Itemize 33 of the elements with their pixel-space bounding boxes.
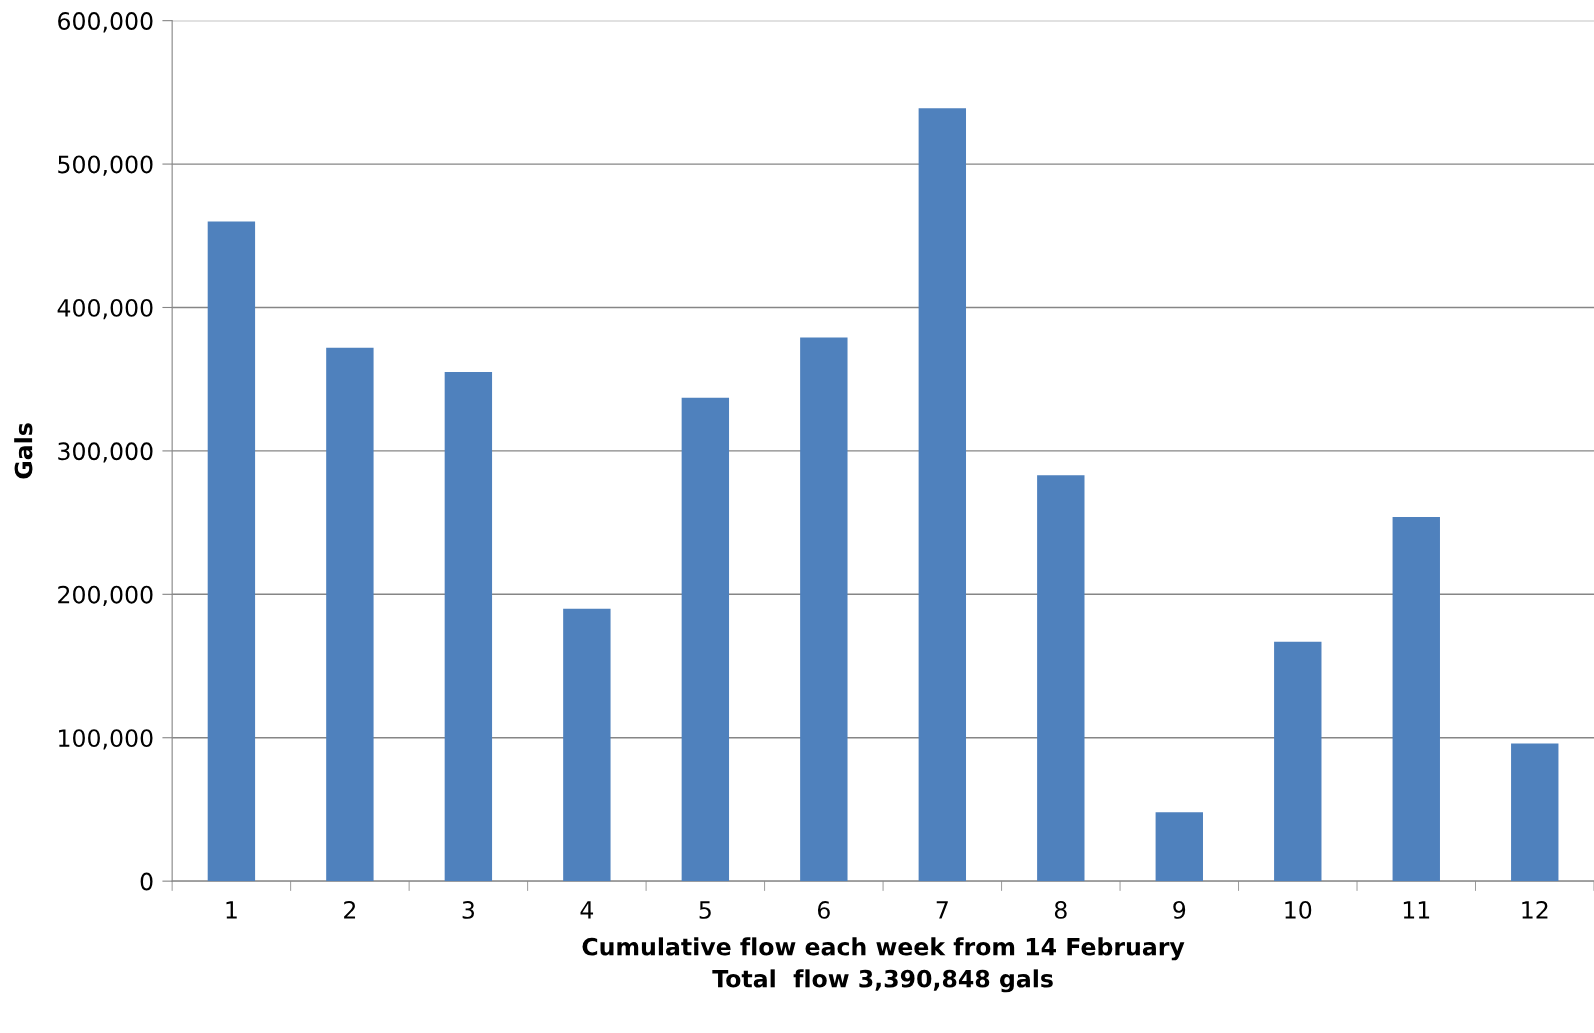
x-tick-label: 5 — [699, 901, 711, 919]
x-axis-title: Cumulative flow each week from 14 February Total flow 3,390,848 gals — [582, 937, 1185, 993]
y-tick-label: 300,000 — [58, 442, 153, 463]
bar — [207, 221, 256, 882]
y-tick-label: 100,000 — [59, 729, 153, 750]
x-tick-label: 1 — [226, 901, 237, 919]
bar — [1392, 516, 1440, 882]
bar — [563, 608, 611, 882]
bar — [444, 372, 493, 882]
x-tick-label: 4 — [580, 901, 594, 919]
y-axis-title: Gals — [14, 423, 33, 479]
bar — [1274, 641, 1322, 882]
x-tick-label: 6 — [817, 901, 830, 919]
x-tick-label: 12 — [1522, 901, 1548, 919]
x-tick-label: 9 — [1173, 901, 1186, 919]
x-tick-label: 3 — [462, 901, 474, 919]
x-tick-label: 7 — [936, 901, 948, 919]
y-tick-label: 200,000 — [58, 585, 153, 607]
x-tick-label: 2 — [344, 901, 356, 919]
y-tick-label: 500,000 — [58, 155, 153, 176]
bar — [1155, 812, 1203, 882]
y-tick-label: 600,000 — [58, 12, 153, 33]
bar — [800, 337, 848, 882]
bar — [681, 397, 730, 882]
x-tick-label: 8 — [1054, 901, 1067, 919]
bar — [918, 108, 967, 882]
x-tick-label: 10 — [1285, 901, 1312, 919]
bar — [1511, 743, 1559, 882]
bar — [1037, 475, 1085, 882]
x-tick-label: 11 — [1403, 901, 1430, 919]
bar — [326, 347, 374, 882]
y-tick-label: 0 — [140, 872, 153, 891]
y-tick-label: 400,000 — [57, 298, 153, 320]
